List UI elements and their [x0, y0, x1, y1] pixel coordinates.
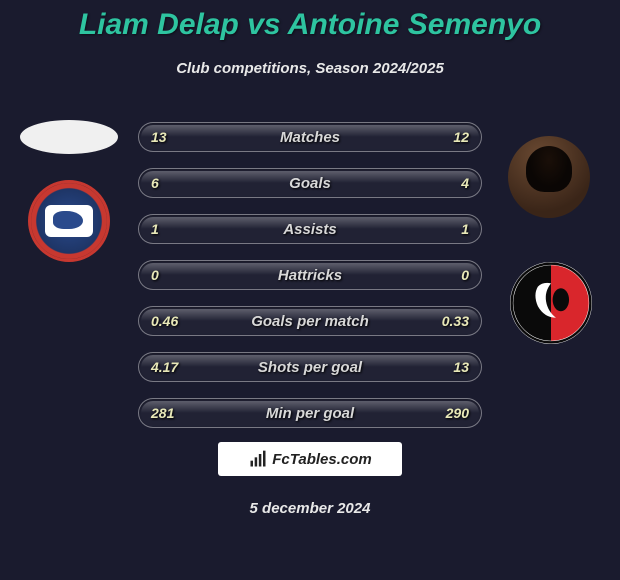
subtitle: Club competitions, Season 2024/2025 — [0, 60, 620, 77]
stat-value-right: 4 — [461, 175, 469, 191]
stat-row: 281 Min per goal 290 — [138, 398, 482, 428]
stat-label: Goals per match — [251, 313, 369, 330]
stat-label: Assists — [283, 221, 336, 238]
page-title: Liam Delap vs Antoine Semenyo — [0, 0, 620, 42]
stat-value-right: 1 — [461, 221, 469, 237]
stat-row: 0 Hattricks 0 — [138, 260, 482, 290]
player-left-avatar — [20, 120, 118, 154]
stat-row: 4.17 Shots per goal 13 — [138, 352, 482, 382]
player-right-avatar — [508, 136, 590, 218]
stat-value-left: 0 — [151, 267, 159, 283]
stat-value-left: 6 — [151, 175, 159, 191]
stat-row: 13 Matches 12 — [138, 122, 482, 152]
chart-icon — [248, 449, 268, 469]
stat-row: 0.46 Goals per match 0.33 — [138, 306, 482, 336]
date-text: 5 december 2024 — [0, 500, 620, 517]
club-badge-right — [510, 262, 592, 344]
club-badge-left — [28, 180, 110, 262]
stat-label: Min per goal — [266, 405, 354, 422]
stat-value-left: 4.17 — [151, 359, 178, 375]
watermark-text: FcTables.com — [272, 451, 371, 468]
stat-value-right: 13 — [453, 359, 469, 375]
stat-value-right: 0 — [461, 267, 469, 283]
stat-value-left: 13 — [151, 129, 167, 145]
stats-table: 13 Matches 12 6 Goals 4 1 Assists 1 0 Hattricks 0 0.… — [138, 122, 482, 444]
stat-value-left: 1 — [151, 221, 159, 237]
watermark: FcTables.com — [218, 442, 402, 476]
stat-label: Matches — [280, 129, 340, 146]
stat-value-left: 0.46 — [151, 313, 178, 329]
stat-value-right: 12 — [453, 129, 469, 145]
stat-label: Goals — [289, 175, 331, 192]
stat-row: 1 Assists 1 — [138, 214, 482, 244]
stat-value-right: 290 — [446, 405, 469, 421]
stat-value-right: 0.33 — [442, 313, 469, 329]
stat-value-left: 281 — [151, 405, 174, 421]
stat-label: Hattricks — [278, 267, 342, 284]
stat-label: Shots per goal — [258, 359, 362, 376]
stat-row: 6 Goals 4 — [138, 168, 482, 198]
